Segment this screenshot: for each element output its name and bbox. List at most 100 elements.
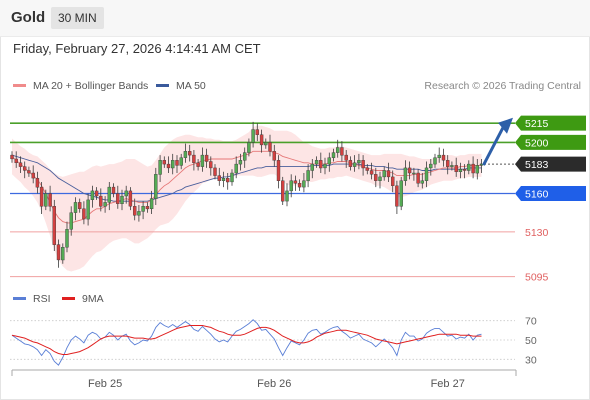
candle-body <box>365 167 369 171</box>
candle-body <box>170 160 175 169</box>
candle <box>166 156 171 173</box>
candle-body <box>94 190 99 197</box>
candle-body <box>204 154 209 162</box>
candle <box>386 162 391 182</box>
candle <box>264 138 268 149</box>
candle <box>52 199 56 251</box>
candle-body <box>44 193 48 207</box>
candle <box>149 190 154 214</box>
candle-body <box>225 177 230 183</box>
candle-body <box>27 170 31 174</box>
bollinger-band-area <box>12 125 482 272</box>
candle <box>179 153 183 170</box>
candle-body <box>357 160 361 164</box>
candle <box>209 156 213 176</box>
candle <box>116 185 120 209</box>
candle-body <box>310 163 314 171</box>
candle <box>175 155 179 173</box>
candle-body <box>69 212 73 230</box>
candle-body <box>238 160 243 165</box>
candle-body <box>213 167 217 176</box>
candle <box>255 123 260 142</box>
candle-body <box>120 195 124 205</box>
candle-body <box>132 206 137 216</box>
candle <box>310 159 314 179</box>
candle-body <box>424 167 429 181</box>
candle <box>73 197 78 221</box>
candle-body <box>391 176 395 186</box>
level-label-5130: 5130 <box>525 227 549 239</box>
candle-body <box>407 167 412 174</box>
candle <box>471 156 475 179</box>
x-tick-label: Feb 26 <box>257 378 291 390</box>
candle <box>395 180 399 214</box>
candle-body <box>454 165 458 172</box>
rsi-tick-30: 30 <box>525 354 537 366</box>
candle-body <box>73 202 78 213</box>
candle <box>242 147 247 168</box>
candle-body <box>35 177 40 188</box>
candle <box>154 167 158 205</box>
candle-body <box>323 163 327 169</box>
timeframe-button[interactable]: 30 MIN <box>51 7 104 29</box>
candle-body <box>103 202 107 207</box>
candle <box>403 160 408 186</box>
candle <box>145 202 150 213</box>
candle <box>289 174 293 198</box>
candle-body <box>352 162 357 167</box>
candle <box>10 151 14 163</box>
candle <box>187 144 192 162</box>
candle <box>221 171 226 188</box>
candle <box>475 159 479 180</box>
candle <box>82 201 86 225</box>
candle-body <box>259 134 264 146</box>
candle <box>276 155 281 189</box>
candle-body <box>336 147 340 153</box>
candle <box>23 161 27 179</box>
candle <box>369 162 374 180</box>
candle <box>234 156 238 179</box>
candle-body <box>382 170 386 178</box>
candle-body <box>403 167 408 181</box>
candle-body <box>281 180 285 202</box>
candle-body <box>90 190 95 200</box>
level-label-5095: 5095 <box>525 272 549 284</box>
candle-body <box>247 142 251 153</box>
candle <box>90 185 95 208</box>
candle <box>196 159 200 171</box>
level-label-5215: 5215 <box>525 118 549 130</box>
candle-body <box>162 160 167 165</box>
candle-body <box>340 147 344 156</box>
candle-body <box>441 154 446 161</box>
candle-body <box>187 151 192 156</box>
legend-rsi-ma: 9MA <box>62 293 104 305</box>
legend-swatch-rsi <box>13 296 26 300</box>
candle <box>120 189 124 211</box>
candle-body <box>289 180 293 192</box>
candle <box>35 171 40 194</box>
candle <box>462 164 467 179</box>
price-level-labels: 5215 5200 5183 5160 5130 5095 <box>515 115 586 284</box>
candle-body <box>467 163 471 171</box>
candle-body <box>154 174 158 199</box>
candle <box>454 157 458 177</box>
candle <box>357 153 361 170</box>
candle-body <box>145 206 150 210</box>
legend-swatch-rsi-ma <box>62 296 75 300</box>
candle <box>306 164 310 188</box>
candle-body <box>61 246 65 261</box>
candle <box>352 155 357 172</box>
candle-body <box>175 160 179 166</box>
candle <box>437 147 441 163</box>
candle <box>247 138 251 157</box>
candle <box>450 161 454 171</box>
candle <box>319 152 323 173</box>
candle-body <box>429 163 433 169</box>
candle <box>268 134 272 157</box>
candle <box>183 143 188 163</box>
candle <box>458 162 463 179</box>
candle <box>14 151 18 168</box>
candle-body <box>437 154 441 158</box>
header-bar: Gold 30 MIN <box>0 0 590 37</box>
